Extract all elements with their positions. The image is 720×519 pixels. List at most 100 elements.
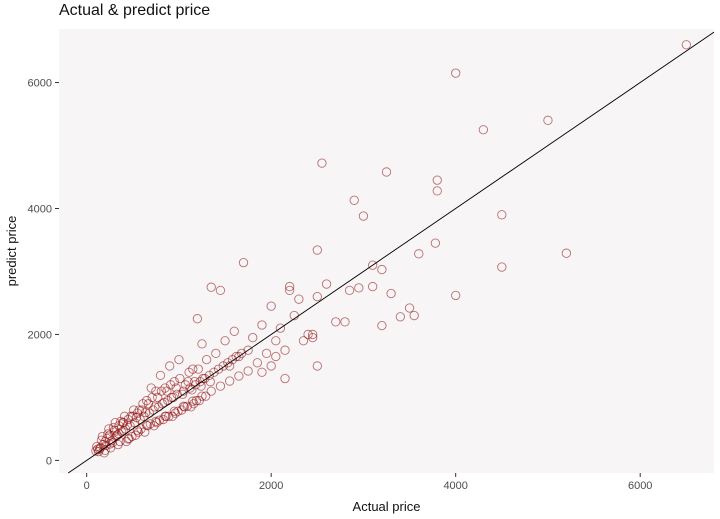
- data-point: [248, 332, 258, 343]
- x-tick-label: 0: [84, 480, 90, 492]
- data-point: [131, 412, 142, 423]
- data-point: [126, 411, 136, 421]
- data-point: [213, 364, 224, 374]
- data-point: [142, 421, 153, 431]
- data-point: [308, 332, 318, 343]
- data-point: [92, 441, 102, 452]
- x-axis: 0 2000 4000 6000: [84, 473, 652, 492]
- data-point: [180, 380, 191, 390]
- data-point: [414, 249, 424, 259]
- data-point: [158, 414, 168, 425]
- data-point: [451, 68, 461, 78]
- data-point: [201, 391, 211, 401]
- data-point: [349, 195, 359, 205]
- data-point: [197, 339, 207, 349]
- data-point: [218, 361, 228, 371]
- data-point: [165, 361, 175, 371]
- data-point: [561, 248, 572, 258]
- data-point: [152, 417, 162, 428]
- data-point: [257, 367, 267, 377]
- data-point: [177, 389, 188, 399]
- data-point: [215, 285, 226, 296]
- data-point: [280, 373, 290, 384]
- data-point: [193, 364, 203, 374]
- data-point: [155, 370, 166, 381]
- data-point: [178, 401, 189, 411]
- data-point: [124, 433, 134, 444]
- data-point: [206, 386, 216, 396]
- data-point: [344, 285, 355, 296]
- data-point: [215, 381, 226, 391]
- y-tick-label: 2000: [28, 329, 52, 341]
- data-point: [238, 257, 249, 268]
- data-point: [280, 345, 290, 355]
- data-point: [187, 385, 197, 395]
- data-point: [225, 376, 235, 386]
- data-point: [451, 290, 461, 301]
- data-point: [121, 436, 132, 447]
- data-point: [97, 431, 108, 442]
- data-point: [141, 407, 151, 418]
- data-point: [110, 417, 120, 428]
- data-point: [432, 186, 442, 196]
- data-point: [174, 354, 184, 365]
- data-point: [231, 351, 241, 362]
- data-point: [192, 314, 203, 324]
- data-point: [206, 282, 216, 292]
- y-tick-label: 4000: [28, 203, 52, 215]
- data-point: [186, 402, 196, 412]
- data-point: [271, 351, 281, 362]
- data-point: [182, 401, 192, 411]
- x-tick-label: 2000: [259, 480, 283, 492]
- data-point: [201, 354, 212, 365]
- plot-panel: [59, 29, 714, 473]
- data-point: [497, 210, 507, 220]
- data-point: [237, 348, 247, 358]
- data-point: [243, 345, 253, 355]
- data-point: [261, 348, 272, 358]
- data-point: [164, 411, 174, 421]
- data-point: [266, 361, 276, 371]
- data-point: [229, 326, 239, 336]
- data-point: [478, 125, 489, 135]
- data-point: [395, 312, 405, 322]
- x-tick-label: 4000: [443, 480, 467, 492]
- data-point: [381, 167, 392, 177]
- data-point: [386, 288, 396, 299]
- data-point: [223, 358, 233, 368]
- data-point: [189, 377, 200, 387]
- data-point: [409, 310, 419, 321]
- data-point: [317, 158, 327, 168]
- data-point: [404, 303, 415, 313]
- data-point: [234, 371, 244, 381]
- data-point: [303, 329, 313, 340]
- data-point: [141, 420, 152, 430]
- data-point: [284, 281, 295, 292]
- data-point: [368, 260, 378, 270]
- data-point: [430, 238, 441, 248]
- data-point: [252, 358, 263, 368]
- y-axis-title: predict price: [4, 216, 19, 287]
- data-point: [308, 329, 318, 340]
- reference-line: [67, 31, 715, 474]
- data-point: [104, 424, 114, 434]
- data-point: [340, 317, 350, 327]
- chart-title: Actual & predict price: [59, 2, 211, 19]
- data-point: [146, 383, 156, 393]
- data-point: [159, 397, 169, 408]
- data-point: [271, 336, 281, 346]
- data-point: [175, 373, 185, 384]
- data-point: [119, 411, 130, 421]
- data-point: [122, 420, 132, 430]
- data-point: [123, 434, 133, 444]
- y-tick-label: 0: [46, 455, 52, 467]
- data-point: [197, 391, 207, 401]
- data-point: [368, 281, 378, 292]
- data-point: [170, 408, 180, 418]
- data-point: [167, 411, 178, 421]
- data-point: [358, 211, 369, 221]
- data-point: [153, 392, 163, 403]
- data-point: [150, 402, 160, 412]
- data-point: [195, 377, 205, 387]
